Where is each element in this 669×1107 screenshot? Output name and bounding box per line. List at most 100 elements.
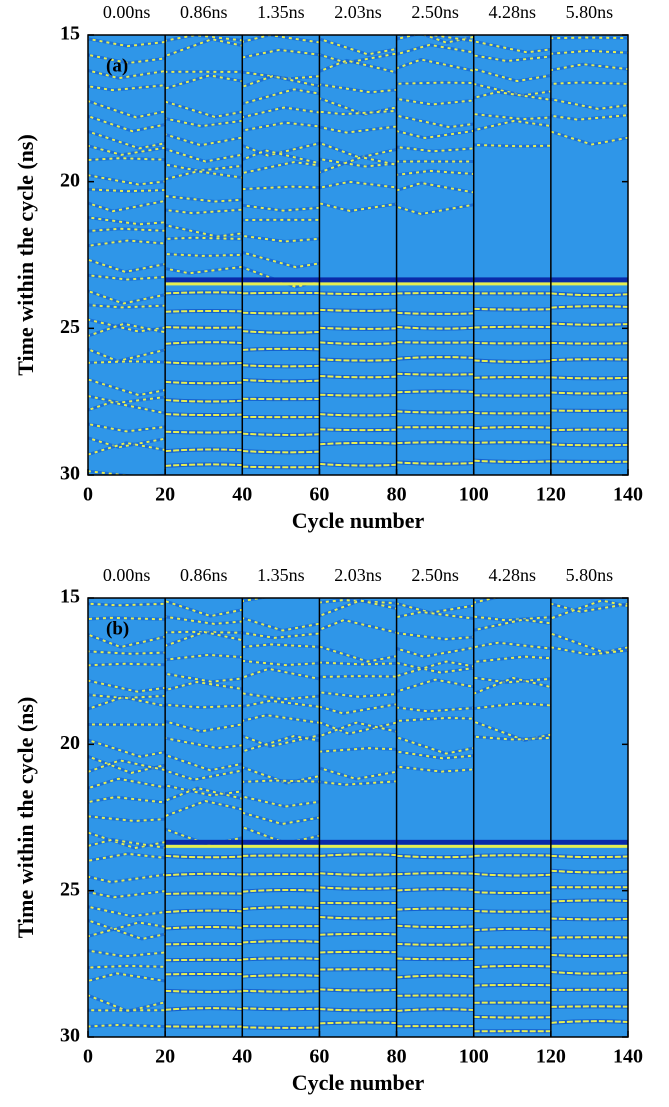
x-tick-label: 60 [309, 484, 329, 506]
stripe [88, 759, 166, 773]
stripe [164, 163, 243, 172]
stripe [165, 587, 242, 589]
stripe [473, 676, 552, 695]
stripe [319, 661, 397, 666]
band-edge [242, 282, 320, 286]
stripe [165, 236, 243, 240]
x-tick-label: 120 [536, 1046, 566, 1068]
stripe [550, 599, 628, 620]
stripe [88, 239, 166, 247]
stripe [88, 1023, 166, 1029]
stripe [242, 699, 320, 708]
stripe [473, 963, 551, 970]
stripe [396, 906, 474, 912]
heatmap-texture [88, 35, 628, 481]
stripe [473, 40, 551, 54]
stripe [550, 632, 628, 654]
stripe [164, 754, 243, 772]
stripe [241, 811, 320, 826]
stripe [242, 692, 320, 701]
stripe [396, 372, 474, 376]
stripe [474, 588, 551, 591]
segment-label: 0.00ns [103, 565, 151, 585]
stripe [550, 969, 628, 976]
stripe [319, 461, 397, 468]
stripe [318, 618, 397, 635]
stripe [88, 602, 166, 607]
dark-band [473, 277, 551, 283]
stripe [551, 1039, 628, 1040]
stripe [164, 615, 243, 625]
stripe [165, 290, 243, 296]
stripe [165, 195, 243, 203]
stripe [473, 307, 551, 311]
stripe [473, 119, 551, 132]
stripe [551, 480, 628, 481]
stripe [319, 142, 397, 159]
stripe [165, 853, 243, 860]
stripe [164, 784, 243, 797]
stripe [396, 35, 474, 42]
stripe [241, 766, 320, 784]
stripe [164, 224, 243, 238]
stripe [550, 646, 628, 656]
stripe [242, 121, 320, 132]
stripe [550, 853, 628, 860]
stripe [88, 696, 166, 710]
panel-label: (b) [106, 618, 129, 639]
stripe [165, 908, 243, 915]
stripe [319, 675, 397, 678]
stripe [550, 898, 628, 904]
stripe [550, 1019, 628, 1025]
stripe [88, 650, 166, 655]
stripe [242, 643, 320, 648]
y-tick-label: 20 [60, 732, 80, 754]
stripe [164, 148, 243, 163]
stripe [396, 610, 474, 620]
stripe [139, 598, 145, 599]
stripe [242, 363, 320, 369]
stripe [550, 375, 628, 381]
stripe [319, 180, 397, 189]
stripe [319, 950, 397, 954]
stripe [165, 397, 243, 404]
y-tick-label: 20 [60, 169, 80, 191]
stripe [473, 676, 551, 684]
stripe [88, 174, 166, 186]
stripe [319, 885, 397, 891]
x-tick-label: 80 [387, 484, 407, 506]
band-edge [319, 844, 397, 848]
stripe [88, 115, 166, 133]
stripe [165, 630, 243, 634]
stripe [242, 795, 320, 808]
stripe [242, 204, 320, 212]
stripe [242, 106, 320, 119]
stripe [473, 641, 551, 650]
stripe [241, 75, 320, 88]
stripe [396, 853, 474, 860]
stripe [396, 181, 474, 194]
stripe [165, 430, 243, 434]
segment-label: 2.03ns [334, 2, 382, 22]
stripe [396, 129, 474, 139]
segment-label: 5.80ns [566, 565, 614, 585]
dark-band [165, 277, 243, 283]
stripe [242, 291, 320, 295]
y-tick-label: 30 [60, 463, 80, 485]
y-tick-label: 25 [60, 316, 80, 338]
stripe [396, 871, 474, 877]
stripe [550, 390, 628, 396]
dark-band [319, 839, 397, 845]
stripe [88, 69, 166, 80]
stripe [88, 921, 166, 938]
stripe [165, 988, 243, 994]
stripe [88, 679, 166, 693]
stripe [88, 322, 166, 338]
stripe [396, 390, 474, 394]
stripe [319, 428, 397, 432]
stripe [242, 956, 320, 962]
stripe [88, 964, 166, 969]
stripe [88, 290, 166, 305]
segment-label: 4.28ns [489, 2, 537, 22]
stripe [242, 311, 320, 315]
